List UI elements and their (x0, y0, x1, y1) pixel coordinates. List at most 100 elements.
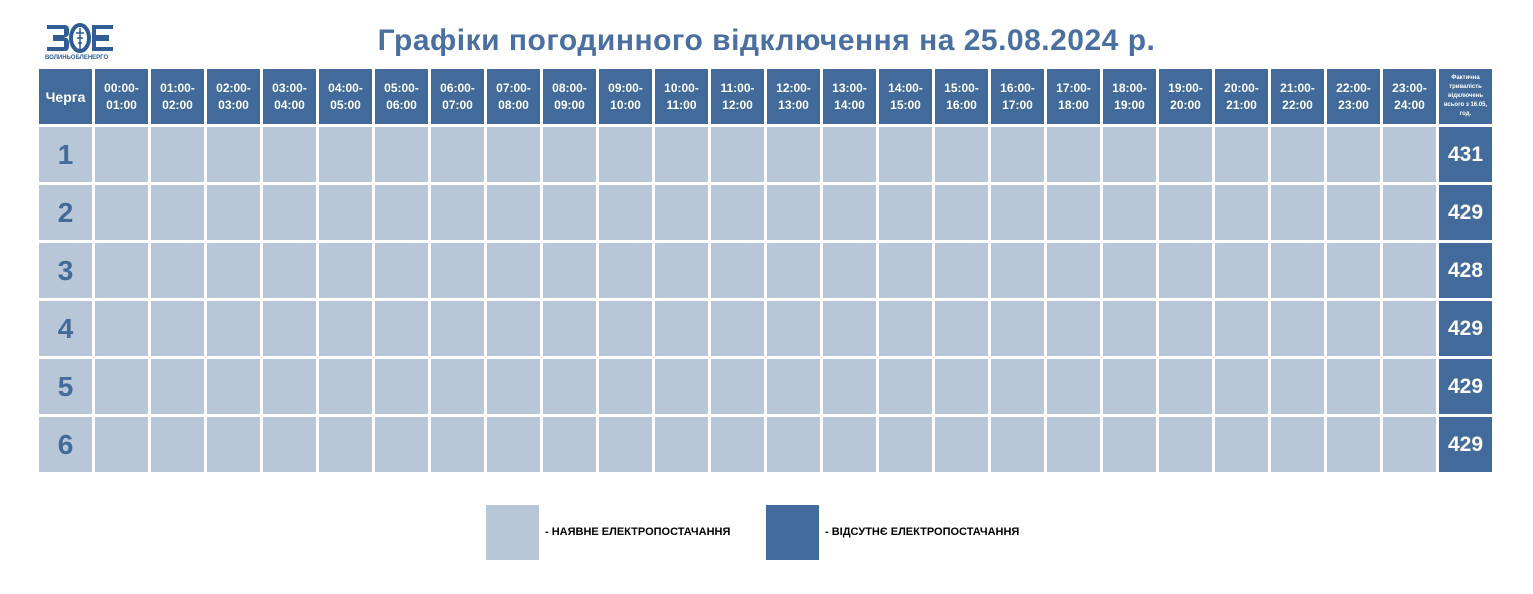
hour-status-cell (375, 417, 428, 472)
hour-status-cell (151, 417, 204, 472)
total-header-line: всього з 16.05, (1443, 102, 1488, 108)
hour-status-cell (991, 127, 1044, 182)
hour-column-header: 10:00- 11:00 (655, 69, 708, 124)
hour-status-cell (1327, 417, 1380, 472)
hour-status-cell (487, 243, 540, 298)
hour-column-header: 04:00- 05:00 (319, 69, 372, 124)
hour-column-header: 19:00- 20:00 (1159, 69, 1212, 124)
hour-column-header: 00:00- 01:00 (95, 69, 148, 124)
hour-range-line: 21:00 (1226, 97, 1257, 112)
hour-status-cell (151, 359, 204, 414)
hour-range-line: 06:00 (386, 97, 417, 112)
hour-range-line: 19:00 (1114, 97, 1145, 112)
total-header-line: год. (1459, 111, 1472, 117)
hour-status-cell (431, 127, 484, 182)
total-outage-hours: 429 (1439, 359, 1492, 414)
hour-status-cell (263, 417, 316, 472)
hour-status-cell (655, 243, 708, 298)
hour-status-cell (823, 417, 876, 472)
hour-status-cell (1327, 185, 1380, 240)
total-header-line: відключень (1447, 93, 1484, 99)
hour-range-line: 07:00- (496, 80, 531, 95)
hour-range-line: 12:00 (722, 97, 753, 112)
hour-range-line: 07:00 (442, 97, 473, 112)
hour-range-line: 09:00 (554, 97, 585, 112)
queue-row: 4 429 (39, 301, 1492, 356)
hour-status-cell (879, 127, 932, 182)
hour-status-cell (599, 359, 652, 414)
hour-status-cell (767, 359, 820, 414)
hour-status-cell (207, 359, 260, 414)
hour-status-cell (935, 359, 988, 414)
hour-status-cell (319, 243, 372, 298)
total-outage-hours: 429 (1439, 417, 1492, 472)
hour-range-line: 23:00 (1338, 97, 1369, 112)
queue-number: 5 (39, 359, 92, 414)
hour-column-header: 12:00- 13:00 (767, 69, 820, 124)
hour-status-cell (207, 185, 260, 240)
hour-range-line: 16:00- (1000, 80, 1035, 95)
hour-status-cell (375, 127, 428, 182)
hour-status-cell (599, 301, 652, 356)
total-outage-hours: 431 (1439, 127, 1492, 182)
hour-range-line: 14:00- (888, 80, 923, 95)
hour-range-line: 12:00- (776, 80, 811, 95)
hour-status-cell (711, 185, 764, 240)
hour-status-cell (1215, 127, 1268, 182)
hour-column-header: 11:00- 12:00 (711, 69, 764, 124)
hour-status-cell (543, 243, 596, 298)
hour-status-cell (319, 359, 372, 414)
hour-status-cell (1383, 359, 1436, 414)
hour-status-cell (1047, 127, 1100, 182)
queue-number: 3 (39, 243, 92, 298)
queue-row: 6 429 (39, 417, 1492, 472)
hour-column-header: 08:00- 09:00 (543, 69, 596, 124)
hour-status-cell (1103, 185, 1156, 240)
queue-row: 3 428 (39, 243, 1492, 298)
hour-range-line: 24:00 (1394, 97, 1425, 112)
hour-status-cell (879, 417, 932, 472)
hour-status-cell (487, 127, 540, 182)
hour-status-cell (263, 127, 316, 182)
hour-range-line: 01:00- (160, 80, 195, 95)
hour-range-line: 23:00- (1392, 80, 1427, 95)
hour-range-line: 15:00 (890, 97, 921, 112)
hour-column-header: 18:00- 19:00 (1103, 69, 1156, 124)
hour-status-cell (1159, 301, 1212, 356)
hour-range-line: 11:00 (666, 97, 697, 112)
hour-status-cell (1047, 417, 1100, 472)
logo-subtitle: ВОЛИНЬОБЛЕНЕРГО (45, 55, 109, 61)
hour-status-cell (207, 301, 260, 356)
hour-status-cell (1327, 301, 1380, 356)
hour-column-header: 01:00- 02:00 (151, 69, 204, 124)
hour-status-cell (1103, 301, 1156, 356)
hour-status-cell (1159, 359, 1212, 414)
hour-status-cell (1047, 243, 1100, 298)
hour-status-cell (991, 301, 1044, 356)
hour-status-cell (711, 127, 764, 182)
hour-status-cell (1103, 359, 1156, 414)
total-duration-column-header: Фактична тривалість відключень всього з 16.… (1439, 69, 1492, 124)
hour-status-cell (767, 185, 820, 240)
hour-range-line: 17:00 (1002, 97, 1033, 112)
hour-status-cell (711, 417, 764, 472)
hour-range-line: 00:00- (104, 80, 139, 95)
outage-schedule-table: Черга 00:00- 01:00 01:00- 02:00 02:00- 03:00 0… (36, 66, 1495, 475)
hour-status-cell (935, 127, 988, 182)
hour-status-cell (991, 417, 1044, 472)
hour-range-line: 01:00 (106, 97, 137, 112)
hour-status-cell (543, 417, 596, 472)
hour-status-cell (487, 359, 540, 414)
hour-status-cell (655, 359, 708, 414)
queue-row: 2 429 (39, 185, 1492, 240)
hour-status-cell (151, 301, 204, 356)
hour-status-cell (1215, 243, 1268, 298)
hour-status-cell (1327, 243, 1380, 298)
hour-status-cell (1327, 127, 1380, 182)
hour-status-cell (95, 185, 148, 240)
hour-status-cell (823, 185, 876, 240)
hour-status-cell (655, 301, 708, 356)
hour-status-cell (1215, 359, 1268, 414)
hour-status-cell (1215, 185, 1268, 240)
hour-range-line: 10:00- (664, 80, 699, 95)
